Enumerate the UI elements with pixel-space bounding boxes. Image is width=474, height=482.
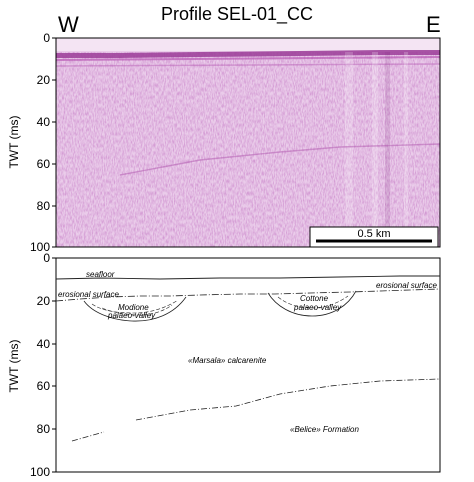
bottom-tick-label-20: 20 bbox=[37, 294, 51, 308]
modione-label: Modione bbox=[118, 303, 149, 312]
top-tick-label-20: 20 bbox=[37, 73, 51, 87]
top-tick-label-0: 0 bbox=[43, 31, 50, 45]
modione-valley-base bbox=[83, 296, 187, 322]
bottom-tick-label-0: 0 bbox=[43, 251, 50, 265]
erosional-surface-right-label: erosional surface bbox=[376, 281, 437, 290]
interpretation-panel: seafloor erosional surface erosional sur… bbox=[7, 251, 441, 479]
bottom-tick-label-40: 40 bbox=[37, 337, 51, 351]
top-tick-label-80: 80 bbox=[37, 199, 51, 213]
scale-bar: 0.5 km bbox=[309, 226, 439, 248]
belice-top-line bbox=[71, 378, 441, 442]
cottone-valley-base bbox=[267, 290, 357, 317]
noise-band-1 bbox=[345, 52, 353, 247]
bottom-tick-label-100: 100 bbox=[30, 465, 50, 479]
water-column bbox=[56, 38, 440, 51]
top-tick-label-100: 100 bbox=[30, 240, 50, 254]
belice-label: «Belice» Formation bbox=[290, 425, 359, 434]
modione-valley-fill-2 bbox=[101, 304, 173, 316]
noise-band-2 bbox=[372, 52, 378, 247]
east-label: E bbox=[426, 12, 441, 37]
bottom-y-axis-label: TWT (ms) bbox=[7, 339, 21, 392]
seismic-noise bbox=[56, 52, 440, 247]
interpretation-labels: seafloor erosional surface erosional sur… bbox=[58, 270, 437, 434]
seafloor-reflector bbox=[56, 50, 440, 58]
seafloor-line bbox=[55, 275, 440, 280]
seismic-frame bbox=[55, 37, 441, 248]
bottom-tick-label-60: 60 bbox=[37, 379, 51, 393]
bottom-tick-label-80: 80 bbox=[37, 422, 51, 436]
noise-band-3 bbox=[385, 52, 390, 247]
top-tick-label-40: 40 bbox=[37, 115, 51, 129]
cottone-label: Cottone bbox=[300, 294, 329, 303]
top-tick-label-60: 60 bbox=[37, 157, 51, 171]
erosional-surface-left-label: erosional surface bbox=[58, 290, 119, 299]
modione-valley-fill-1 bbox=[91, 299, 179, 314]
top-y-axis: 0 20 40 60 80 100 bbox=[30, 31, 56, 254]
shallow-reflector bbox=[56, 63, 440, 67]
figure-title: Profile SEL-01_CC bbox=[160, 4, 314, 24]
cottone-valley-fill bbox=[277, 295, 349, 309]
west-label: W bbox=[58, 12, 79, 37]
bottom-y-axis: 0 20 40 60 80 100 bbox=[30, 251, 56, 479]
sub-seafloor-reflector bbox=[56, 56, 440, 61]
seismic-panel: 0.5 km 0 20 40 60 80 100 TWT (ms) bbox=[7, 31, 441, 254]
scale-bar-label: 0.5 km bbox=[357, 228, 390, 240]
modione-valley-label: palaeo-valley bbox=[107, 311, 156, 320]
deep-reflector bbox=[119, 143, 440, 176]
marsala-label: «Marsala» calcarenite bbox=[188, 356, 267, 365]
top-y-axis-label: TWT (ms) bbox=[7, 115, 21, 168]
cottone-valley-label: palaeo-valley bbox=[293, 303, 342, 312]
erosional-surface-line bbox=[55, 288, 441, 302]
seafloor-label: seafloor bbox=[86, 270, 115, 279]
noise-band-4 bbox=[404, 52, 408, 247]
